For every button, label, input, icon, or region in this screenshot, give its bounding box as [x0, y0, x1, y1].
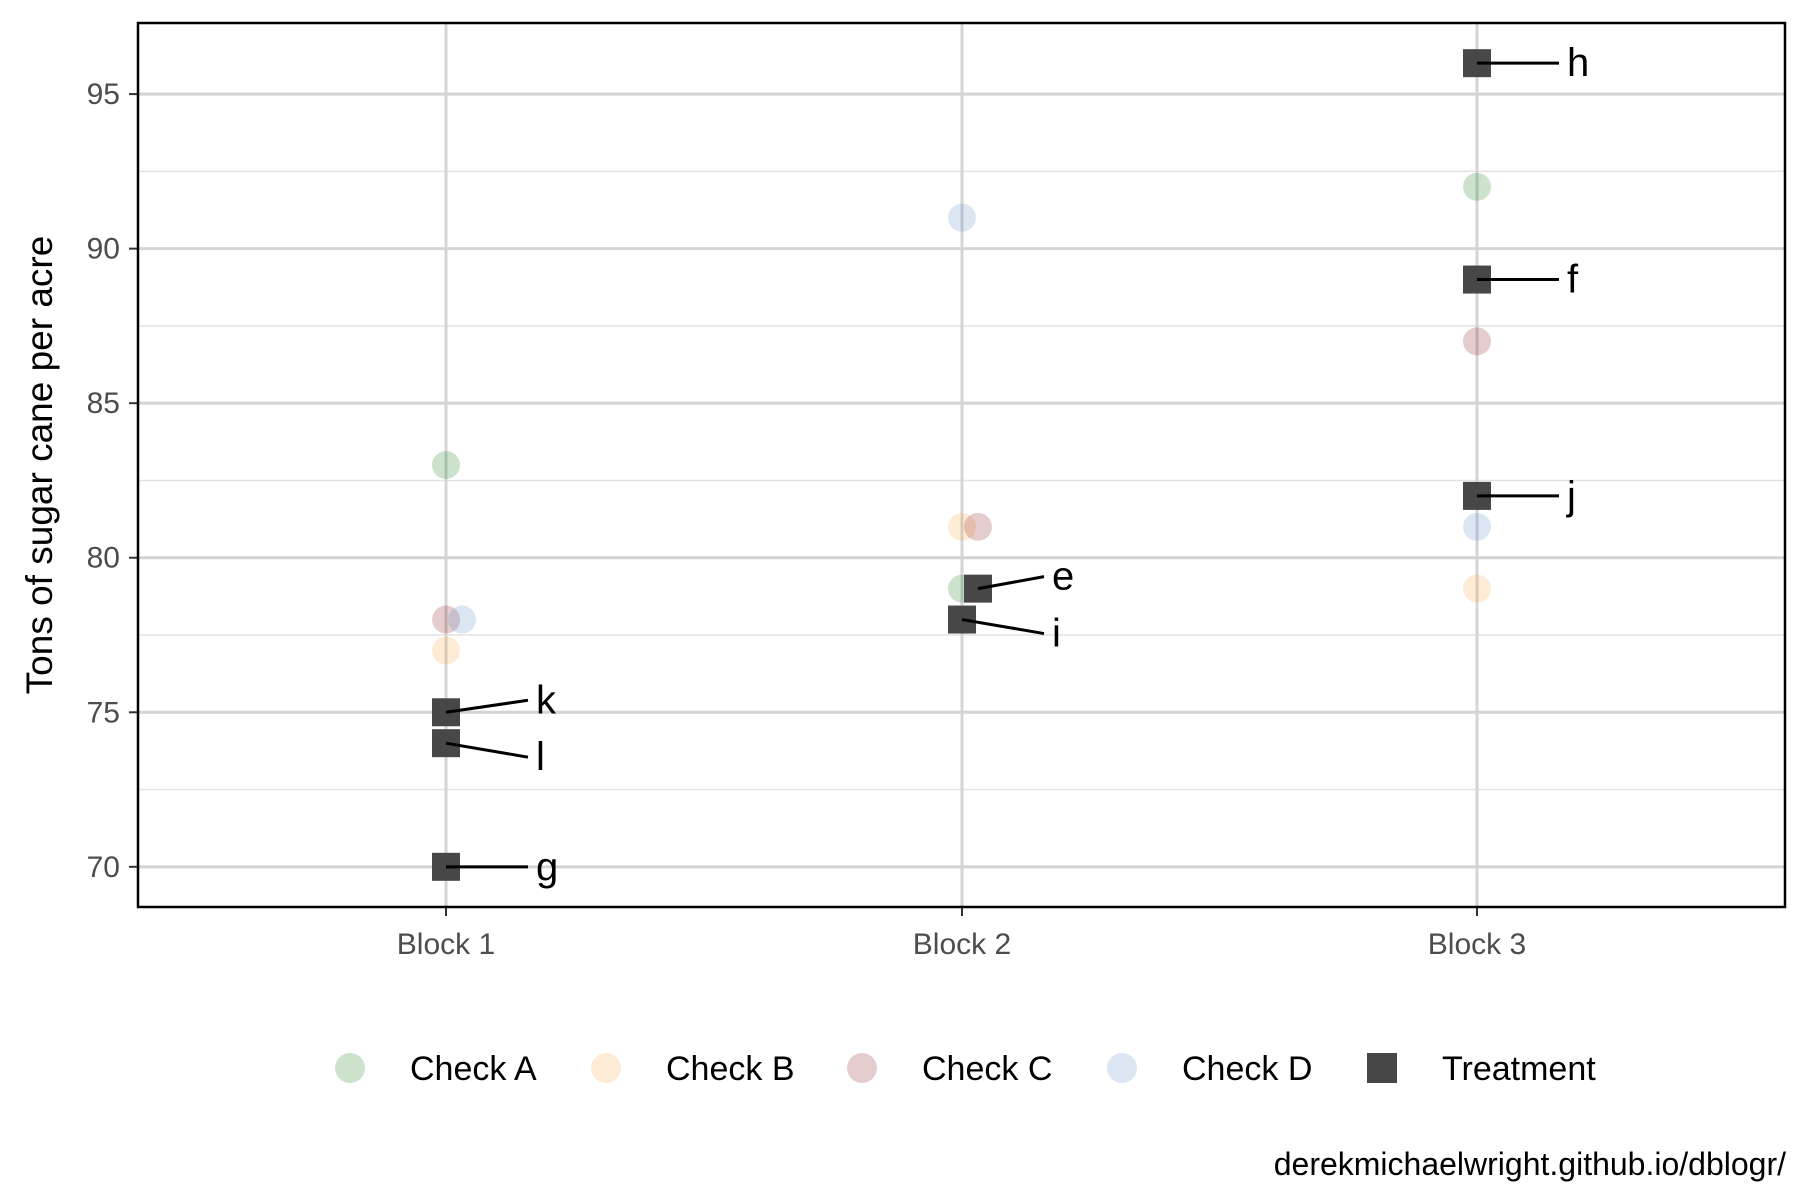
- y-tick-label: 95: [87, 78, 120, 111]
- legend-label: Check D: [1182, 1050, 1312, 1088]
- x-tick-label: Block 1: [397, 928, 495, 961]
- point-label: e: [1052, 555, 1074, 599]
- y-tick-label: 80: [87, 542, 120, 575]
- legend-key-check-b: [591, 1053, 621, 1083]
- point-check-c: [964, 512, 992, 541]
- x-axis: Block 1 Block 2 Block 3: [397, 907, 1526, 961]
- caption: derekmichaelwright.github.io/dblogr/: [1274, 1146, 1786, 1182]
- y-axis: 70 75 80 85 90 95: [87, 78, 138, 884]
- point-check-d: [448, 605, 476, 634]
- legend-label: Check A: [410, 1050, 537, 1088]
- legend-label: Treatment: [1442, 1050, 1596, 1088]
- label-connector: [445, 698, 529, 714]
- point-check-b: [432, 636, 460, 665]
- legend-key-check-a: [335, 1053, 365, 1083]
- label-connector: [445, 741, 529, 759]
- point-label: g: [536, 845, 558, 889]
- plot-panel-border: [136, 21, 1787, 909]
- point-check-b: [1463, 574, 1491, 603]
- y-tick-label: 75: [87, 696, 120, 729]
- y-tick-label: 70: [87, 851, 120, 884]
- legend-label: Check B: [666, 1050, 795, 1088]
- legend-label: Check C: [922, 1050, 1052, 1088]
- point-label: j: [1566, 474, 1576, 518]
- legend-key-check-d: [1107, 1053, 1137, 1083]
- x-tick-label: Block 2: [913, 928, 1011, 961]
- point-labels: kl g ei h f j: [445, 41, 1589, 889]
- point-check-b: [948, 512, 976, 541]
- x-tick-label: Block 3: [1428, 928, 1526, 961]
- point-check-d: [1463, 512, 1491, 541]
- point-label: l: [536, 735, 545, 779]
- label-connector: [961, 618, 1045, 636]
- legend: Check A Check B Check C Check D Treatment: [335, 1050, 1596, 1088]
- point-check-d: [948, 203, 976, 232]
- y-tick-label: 90: [87, 233, 120, 266]
- y-axis-title: Tons of sugar cane per acre: [19, 236, 60, 695]
- point-label: h: [1567, 41, 1589, 85]
- point-label: f: [1567, 258, 1579, 302]
- point-label: k: [536, 678, 557, 722]
- label-connector: [977, 575, 1045, 591]
- grid-lines: [138, 23, 1785, 907]
- legend-key-treatment: [1367, 1053, 1397, 1083]
- point-check-a: [432, 451, 460, 479]
- point-check-c: [432, 605, 460, 634]
- legend-key-check-c: [847, 1053, 877, 1083]
- y-tick-label: 85: [87, 387, 120, 420]
- point-check-a: [1463, 172, 1491, 201]
- point-check-c: [1463, 327, 1491, 356]
- point-label: i: [1052, 612, 1061, 656]
